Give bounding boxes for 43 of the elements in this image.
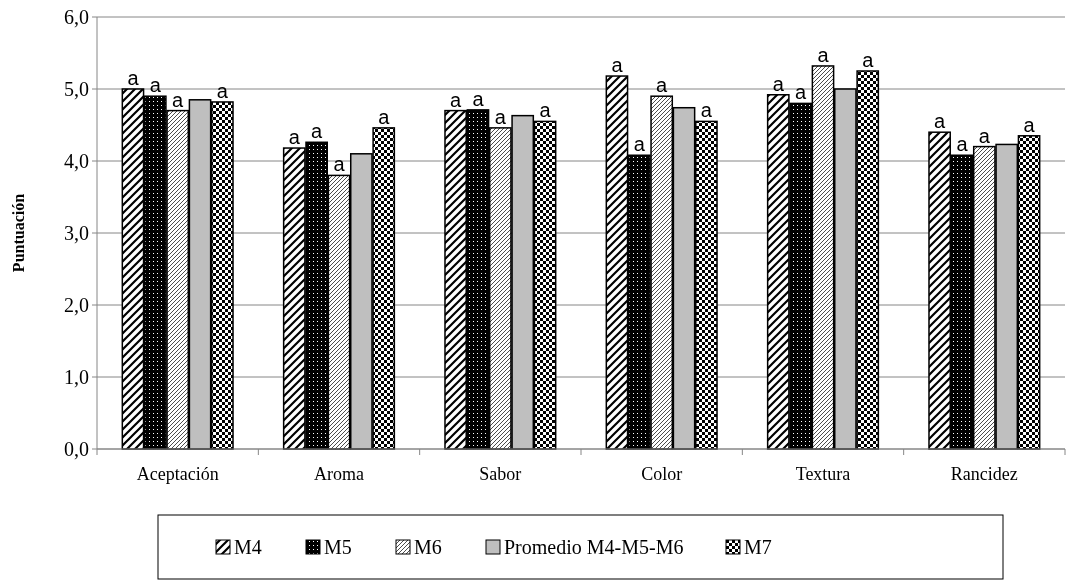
legend-label: Promedio M4-M5-M6 (504, 536, 684, 558)
data-label: a (1023, 113, 1036, 136)
legend-label: M5 (324, 536, 352, 558)
x-tick-label: Color (641, 464, 683, 484)
y-tick-label: 2,0 (64, 294, 89, 316)
legend-label: M6 (414, 536, 442, 558)
data-label: a (795, 81, 808, 104)
y-tick-label: 1,0 (64, 366, 89, 388)
data-label: a (311, 120, 324, 143)
data-label: a (956, 133, 969, 156)
data-label: a (472, 87, 485, 110)
y-tick-label: 0,0 (64, 438, 89, 460)
data-label: a (978, 124, 991, 147)
x-tick-label: Aroma (314, 464, 364, 484)
data-label: a (633, 133, 646, 156)
data-label: a (216, 79, 229, 102)
data-label: a (700, 99, 713, 122)
data-label: a (817, 43, 830, 66)
data-label: a (127, 67, 140, 89)
y-tick-label: 6,0 (64, 6, 89, 28)
data-label: a (149, 74, 162, 97)
data-label: a (772, 72, 785, 95)
data-label: a (172, 88, 185, 111)
data-label: a (656, 74, 669, 97)
data-label: a (378, 105, 391, 128)
data-label: a (611, 54, 624, 77)
data-label: a (934, 110, 947, 133)
y-axis-title: Puntuación (10, 193, 27, 273)
x-tick-label: Sabor (479, 464, 522, 484)
data-label: a (494, 105, 507, 128)
y-tick-label: 4,0 (64, 150, 89, 172)
data-label: a (450, 88, 463, 111)
legend-label: M4 (234, 536, 262, 558)
data-label: a (288, 126, 301, 149)
data-label: a (539, 99, 552, 122)
data-label: a (333, 153, 346, 176)
legend-label: M7 (744, 536, 772, 558)
y-tick-label: 3,0 (64, 222, 89, 244)
y-tick-label: 5,0 (64, 78, 89, 100)
x-tick-label: Textura (795, 464, 851, 484)
x-tick-label: Rancidez (950, 464, 1018, 484)
data-label: a (862, 49, 875, 71)
x-tick-label: Aceptación (136, 464, 219, 484)
